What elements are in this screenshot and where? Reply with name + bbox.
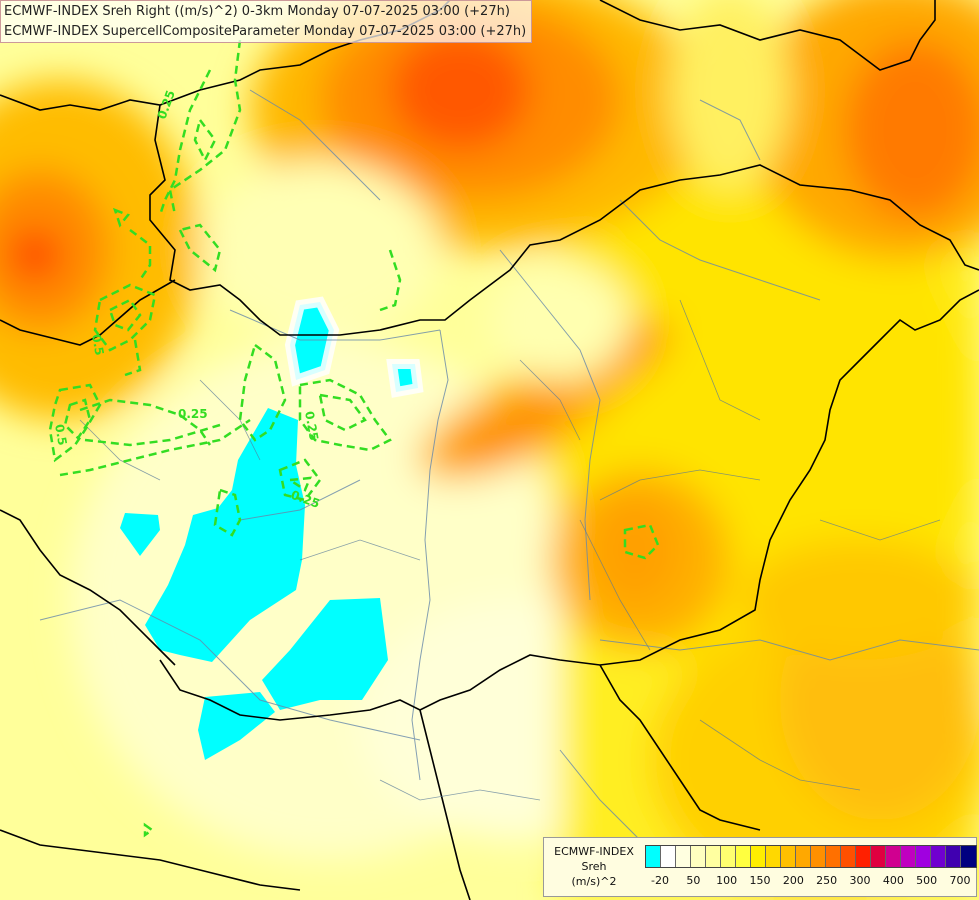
legend-swatch xyxy=(706,846,721,867)
legend-tick-label: 100 xyxy=(716,874,738,887)
legend-tick-label: 400 xyxy=(882,874,904,887)
legend-tick-label: 200 xyxy=(782,874,804,887)
legend-swatch xyxy=(751,846,766,867)
contour-label: 0.25 xyxy=(178,407,208,421)
legend-swatch xyxy=(961,846,976,867)
legend-title-line: Sreh xyxy=(581,860,607,873)
legend-swatch xyxy=(736,846,751,867)
contour-label: 0.25 xyxy=(302,410,321,442)
legend-ticks: -20 50 100 150 200 250 300 400 500 700 xyxy=(645,874,975,890)
color-legend: ECMWF-INDEX Sreh (m/s)^2 -20 50 100 150 200 2… xyxy=(543,837,977,897)
legend-tick-label: 50 xyxy=(686,874,701,887)
legend-swatch xyxy=(901,846,916,867)
legend-swatch xyxy=(931,846,946,867)
legend-swatch xyxy=(691,846,706,867)
legend-swatch xyxy=(796,846,811,867)
legend-swatch xyxy=(871,846,886,867)
legend-tick-label: 150 xyxy=(749,874,771,887)
contour-label: 0.5 xyxy=(52,423,69,446)
legend-title-line: ECMWF-INDEX xyxy=(554,845,634,858)
map-title-line-1: ECMWF-INDEX Sreh Right ((m/s)^2) 0-3km M… xyxy=(4,4,510,19)
contour-label: 0.5 xyxy=(89,333,106,356)
legend-swatch xyxy=(646,846,661,867)
legend-swatch xyxy=(676,846,691,867)
negative-sreh-areas xyxy=(120,302,418,760)
legend-swatch xyxy=(721,846,736,867)
legend-title-line: (m/s)^2 xyxy=(571,875,617,888)
legend-tick-label: 300 xyxy=(849,874,871,887)
legend-swatch xyxy=(916,846,931,867)
legend-swatch xyxy=(766,846,781,867)
region-borders xyxy=(79,299,941,801)
map-title-line-2: ECMWF-INDEX SupercellCompositeParameter … xyxy=(4,24,527,39)
legend-tick-label: -20 xyxy=(651,874,669,887)
legend-swatches xyxy=(645,845,977,868)
legend-title: ECMWF-INDEX Sreh (m/s)^2 xyxy=(546,844,642,889)
legend-swatch xyxy=(886,846,901,867)
rivers xyxy=(39,89,979,851)
legend-swatch xyxy=(811,846,826,867)
white-halo xyxy=(284,296,424,398)
legend-tick-label: 500 xyxy=(916,874,938,887)
legend-swatch xyxy=(841,846,856,867)
legend-swatch xyxy=(856,846,871,867)
legend-swatch xyxy=(826,846,841,867)
map-title-box: ECMWF-INDEX Sreh Right ((m/s)^2) 0-3km M… xyxy=(0,0,532,43)
legend-swatch xyxy=(781,846,796,867)
legend-swatch xyxy=(661,846,676,867)
legend-swatch xyxy=(946,846,961,867)
scp-contours xyxy=(48,39,660,838)
legend-tick-label: 250 xyxy=(816,874,838,887)
legend-tick-label: 700 xyxy=(949,874,971,887)
